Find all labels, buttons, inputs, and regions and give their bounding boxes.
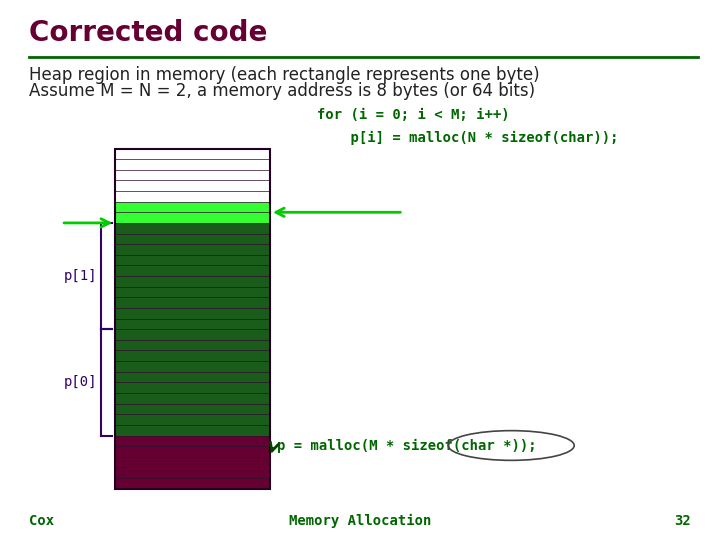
Text: 32: 32 bbox=[675, 514, 691, 528]
Text: p[1]: p[1] bbox=[63, 269, 97, 283]
Bar bbox=[115, 159, 270, 170]
Bar bbox=[115, 425, 270, 436]
Text: p = malloc(M * sizeof(char *));: p = malloc(M * sizeof(char *)); bbox=[277, 438, 537, 453]
Bar bbox=[115, 436, 270, 446]
Bar bbox=[115, 319, 270, 329]
Bar bbox=[115, 457, 270, 468]
Bar bbox=[115, 170, 270, 180]
Bar bbox=[115, 468, 270, 478]
Bar bbox=[115, 148, 270, 159]
Bar bbox=[115, 298, 270, 308]
Bar bbox=[115, 180, 270, 191]
Bar bbox=[115, 414, 270, 425]
Text: p[i] = malloc(N * sizeof(char));: p[i] = malloc(N * sizeof(char)); bbox=[317, 131, 618, 145]
Bar bbox=[115, 393, 270, 404]
Bar bbox=[115, 382, 270, 393]
Bar bbox=[115, 191, 270, 201]
Bar bbox=[115, 478, 270, 489]
Text: Heap region in memory (each rectangle represents one byte): Heap region in memory (each rectangle re… bbox=[29, 66, 539, 84]
Bar bbox=[115, 266, 270, 276]
Bar bbox=[115, 446, 270, 457]
Text: p[0]: p[0] bbox=[63, 375, 97, 389]
Bar bbox=[115, 372, 270, 382]
Bar bbox=[115, 148, 270, 489]
Bar bbox=[115, 276, 270, 287]
Text: Memory Allocation: Memory Allocation bbox=[289, 514, 431, 528]
Bar bbox=[115, 233, 270, 244]
Bar bbox=[115, 340, 270, 350]
Bar bbox=[115, 329, 270, 340]
Bar bbox=[115, 308, 270, 319]
Text: Assume M = N = 2, a memory address is 8 bytes (or 64 bits): Assume M = N = 2, a memory address is 8 … bbox=[29, 82, 535, 100]
Bar bbox=[115, 350, 270, 361]
Bar bbox=[115, 255, 270, 266]
Bar bbox=[115, 223, 270, 233]
Text: Cox: Cox bbox=[29, 514, 54, 528]
Bar bbox=[115, 361, 270, 372]
Bar bbox=[115, 201, 270, 212]
Bar bbox=[115, 404, 270, 414]
Text: for (i = 0; i < M; i++): for (i = 0; i < M; i++) bbox=[317, 108, 510, 122]
Bar bbox=[115, 244, 270, 255]
Text: Corrected code: Corrected code bbox=[29, 19, 267, 47]
Bar bbox=[115, 287, 270, 298]
Bar bbox=[115, 212, 270, 223]
